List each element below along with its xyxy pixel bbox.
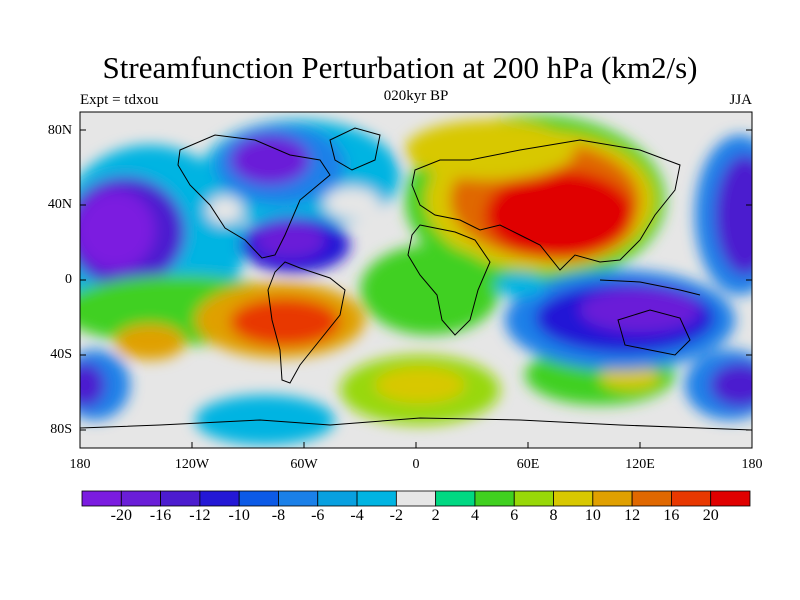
- lon-label-60e: 60E: [516, 457, 540, 472]
- colorbar-label: -12: [189, 507, 211, 524]
- colorbar-box: [160, 490, 201, 507]
- lat-label-0: 0: [65, 272, 72, 287]
- lat-label-40n: 40N: [47, 197, 72, 212]
- colorbar-label: 8: [549, 507, 558, 524]
- lon-label-120w: 120W: [174, 457, 210, 472]
- colorbar-label: -16: [149, 507, 172, 524]
- colorbar-box: [671, 490, 712, 507]
- colorbar-box: [592, 490, 633, 507]
- colorbar-label: 10: [584, 507, 601, 524]
- coastlines: [80, 127, 752, 431]
- lon-label-60w: 60W: [290, 457, 318, 472]
- colorbar-label: 20: [702, 507, 719, 524]
- lon-label-180w: 180: [69, 457, 91, 472]
- colorbar-label: -2: [389, 507, 403, 524]
- lat-label-40s: 40S: [50, 347, 72, 362]
- page-title: Streamfunction Perturbation at 200 hPa (…: [102, 50, 698, 85]
- colorbar-label: -20: [110, 507, 132, 524]
- colorbar-label: -6: [311, 507, 325, 524]
- colorbar-box: [435, 490, 476, 507]
- experiment-label: Expt = tdxou: [80, 92, 159, 108]
- colorbar-box: [120, 490, 161, 507]
- colorbar-box: [710, 490, 751, 507]
- colorbar-box: [395, 490, 437, 507]
- lon-label-120e: 120E: [625, 457, 655, 472]
- colorbar-box: [81, 490, 122, 507]
- colorbar-box: [553, 490, 594, 507]
- colorbar-box: [513, 490, 554, 507]
- lon-label-0: 0: [412, 457, 420, 472]
- axis-ticks: [80, 129, 752, 448]
- colorbar-box: [474, 490, 515, 507]
- colorbar-box: [238, 490, 279, 507]
- colorbar-box: [356, 490, 397, 507]
- colorbar-label: 16: [663, 507, 680, 524]
- colorbar-box: [631, 490, 672, 507]
- period-label: 020kyr BP: [383, 88, 449, 104]
- colorbar: [81, 490, 751, 507]
- colorbar-label: -10: [228, 507, 250, 524]
- colorbar-label: 4: [470, 507, 479, 524]
- streamfunction-field: [80, 112, 752, 448]
- colorbar-label: -4: [350, 507, 364, 524]
- colorbar-label: 2: [431, 507, 440, 524]
- lat-label-80s: 80S: [50, 422, 72, 437]
- colorbar-label: 6: [510, 507, 519, 524]
- season-label: JJA: [729, 92, 752, 108]
- colorbar-label: 12: [624, 507, 641, 524]
- colorbar-box: [317, 490, 358, 507]
- lon-label-180e: 180: [741, 457, 763, 472]
- colorbar-box: [199, 490, 240, 507]
- colorbar-label: -8: [271, 507, 286, 524]
- lat-label-80n: 80N: [47, 123, 72, 138]
- colorbar-box: [278, 490, 319, 507]
